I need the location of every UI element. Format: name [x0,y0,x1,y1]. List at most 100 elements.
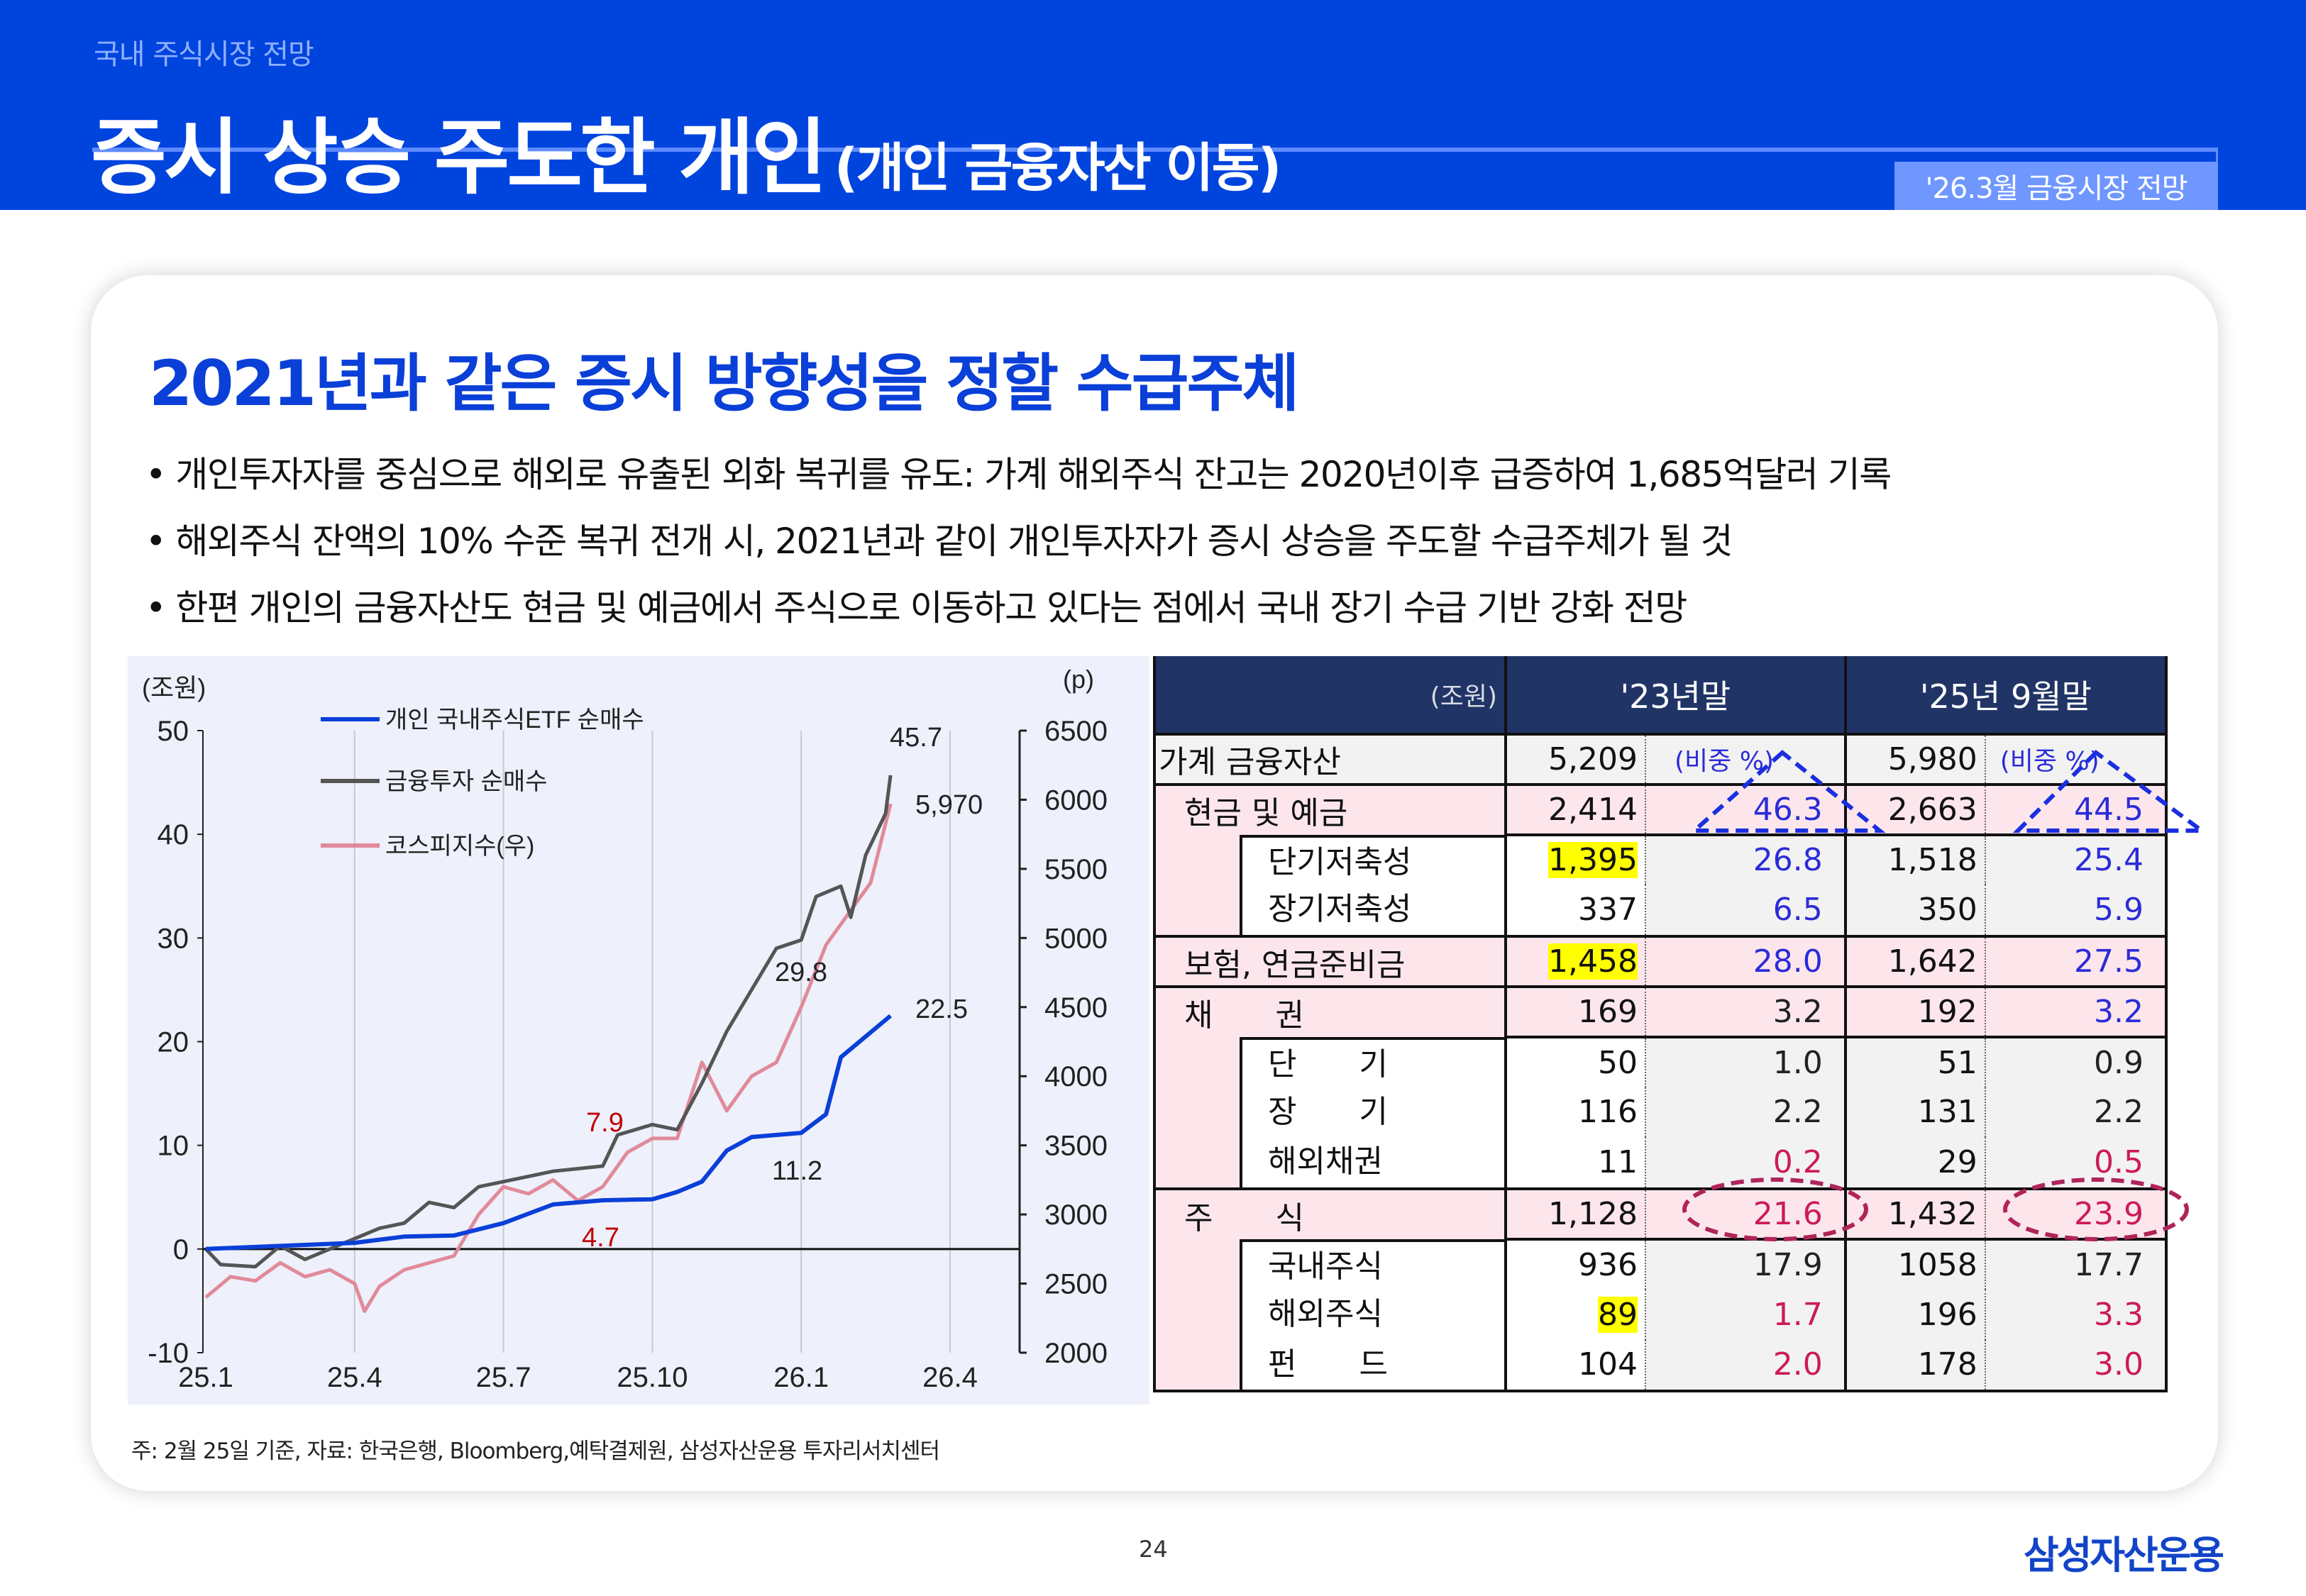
row-label-text: 장기저축성 [1240,885,1504,936]
row-label: 보험, 연금준비금 [1154,935,1507,987]
ratio-2025: (비중 %) [1985,733,2166,785]
table-row: 가계 금융자산 5,209 (비중 %) 5,980 (비중 %) [1154,733,2166,785]
data-label: 29.8 [775,958,827,987]
value-2023: 337 [1506,885,1647,937]
ratio-2025: 25.4 [1985,833,2166,885]
value-text: 169 [1578,993,1638,1030]
section-heading: 2021년과 같은 증시 방향성을 정할 수급주체 [149,347,1299,420]
y-right-tick-label: 2500 [1044,1269,1108,1300]
table-row: 장기저축성 337 6.5 350 5.9 [1154,885,2166,937]
row-label-text: 단기저축성 [1240,834,1504,885]
table-row: 해외주식 89 1.7 196 3.3 [1154,1289,2166,1340]
footnote: 주: 2월 25일 기준, 자료: 한국은행, Bloomberg,예탁결제원,… [131,1439,940,1464]
value-2023: 936 [1506,1237,1647,1290]
value-2023: 5,209 [1506,733,1647,785]
y-left-tick-label: -10 [148,1338,189,1369]
ratio-2023: 2.0 [1645,1339,1847,1393]
ratio-2023: 1.7 [1645,1289,1847,1340]
value-2023: 2,414 [1506,782,1647,835]
value-text: 89 [1598,1296,1638,1333]
value-text: 1,395 [1548,842,1638,879]
value-2023: 1,128 [1506,1187,1647,1239]
x-tick-label: 25.1 [178,1362,233,1393]
ratio-2025: 5.9 [1985,885,2166,937]
x-tick-label: 26.4 [922,1362,978,1393]
value-2023: 89 [1506,1289,1647,1340]
value-text: 1,128 [1548,1196,1638,1233]
ratio-2023: (비중 %) [1645,733,1847,785]
page-title: 증시 상승 주도한 개인 (개인 금융자산 이동) [91,91,1281,210]
y-left-tick-label: 10 [158,1131,189,1162]
y-right-tick-label: 4500 [1044,992,1108,1024]
row-label: 단 기 [1154,1036,1507,1087]
value-2023: 169 [1506,985,1647,1037]
legend-label: 금융투자 순매수 [385,768,547,795]
row-label-text: 해외주식 [1240,1289,1504,1340]
ratio-2023: 46.3 [1645,782,1847,835]
row-label: 국내주식 [1154,1238,1507,1290]
value-2023: 1,395 [1506,833,1647,885]
value-2025: 2,663 [1845,782,1986,835]
y-right-tick-label: 6000 [1044,785,1108,816]
table-row: 보험, 연금준비금 1,458 28.0 1,642 27.5 [1154,935,2166,987]
ratio-2025: 0.5 [1985,1137,2166,1190]
y-right-tick-label: 4000 [1044,1061,1108,1092]
value-2025: 1058 [1845,1237,1986,1290]
ratio-2025: 44.5 [1985,782,2166,835]
company-logo: 삼성자산운용 [2024,1533,2224,1578]
value-2023: 104 [1506,1339,1647,1393]
ratio-2025: 27.5 [1985,935,2166,987]
y-right-tick-label: 5000 [1044,923,1108,954]
row-label: 가계 금융자산 [1154,733,1507,785]
ratio-2023: 26.8 [1645,833,1847,885]
value-2025: 1,518 [1845,833,1986,885]
table-row: 단기저축성 1,395 26.8 1,518 25.4 [1154,833,2166,885]
section-label: 국내 주식시장 전망 [94,38,314,71]
bullet-item: • 해외주식 잔액의 10% 수준 복귀 전개 시, 2021년과 같이 개인투… [145,521,1733,562]
value-2025: 5,980 [1845,733,1986,785]
y-left-tick-label: 40 [158,819,189,850]
unit-label: (조원) [1154,656,1507,734]
table-row: 장 기 116 2.2 131 2.2 [1154,1087,2166,1138]
value-2025: 29 [1845,1137,1986,1190]
ratio-2025: 0.9 [1985,1035,2166,1087]
value-2025: 178 [1845,1339,1986,1393]
ratio-2023: 17.9 [1645,1237,1847,1290]
ratio-2025: 2.2 [1985,1087,2166,1138]
chart-svg: 25.1 25.4 25.7 25.10 26.1 26.4 50 40 30 20 10 0 -10 6… [142,665,1108,1393]
y-right-tick-label: 3500 [1044,1131,1108,1162]
x-tick-label: 26.1 [773,1362,829,1393]
value-2025: 51 [1845,1035,1986,1087]
col-header-2025: '25년 9월말 [1845,656,2166,734]
data-label: 7.9 [586,1108,624,1138]
bullet-item: • 개인투자자를 중심으로 해외로 유출된 외화 복귀를 유도: 가계 해외주식… [145,454,1892,495]
series-line-kospi [204,803,893,1313]
bullet-item: • 한편 개인의 금융자산도 현금 및 예금에서 주식으로 이동하고 있다는 점… [145,587,1687,628]
ratio-2025: 3.2 [1985,985,2166,1037]
ratio-2023: 2.2 [1645,1087,1847,1138]
data-label: 11.2 [772,1156,822,1186]
value-text: 11 [1598,1144,1638,1181]
ratio-2023: 3.2 [1645,985,1847,1037]
data-label: 22.5 [915,994,968,1024]
row-label: 해외채권 [1154,1137,1507,1190]
header-divider [92,148,2218,152]
row-label-text: 펀 드 [1240,1339,1504,1390]
y-left-tick-label: 50 [158,716,189,747]
row-label: 주 식 [1154,1187,1507,1239]
value-text: 1,458 [1548,943,1638,980]
title-main: 증시 상승 주도한 개인 [91,110,827,206]
table-row: 채 권 169 3.2 192 3.2 [1154,985,2166,1037]
ratio-2023: 21.6 [1645,1187,1847,1239]
y-left-tick-label: 0 [173,1234,189,1265]
table-header-row: (조원) '23년말 '25년 9월말 [1154,656,2166,734]
value-2023: 1,458 [1506,935,1647,987]
left-axis-unit: (조원) [142,673,206,702]
y-right-tick-label: 5500 [1044,854,1108,885]
table-row: 현금 및 예금 2,414 46.3 2,663 44.5 [1154,782,2166,835]
page-number: 24 [1139,1536,1168,1563]
right-axis-unit: (p) [1063,665,1094,694]
value-2023: 50 [1506,1035,1647,1087]
row-label: 현금 및 예금 [1154,782,1507,835]
legend-label: 개인 국내주식ETF 순매수 [385,706,644,733]
